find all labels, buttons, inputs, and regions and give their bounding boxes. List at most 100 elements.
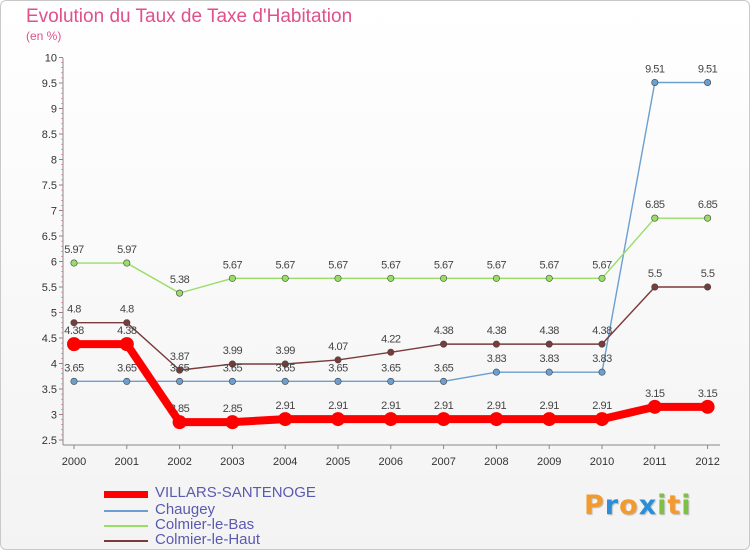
legend-label: Chaugey (155, 501, 216, 518)
data-label: 4.38 (117, 325, 137, 337)
x-tick-label: 2007 (431, 456, 455, 468)
legend-swatch (104, 540, 148, 542)
y-tick-label: 5 (51, 308, 57, 320)
data-label: 4.38 (487, 325, 507, 337)
y-tick-label: 5.5 (42, 282, 57, 294)
data-label: 5.38 (170, 274, 190, 286)
data-point (545, 340, 553, 348)
data-label: 2.91 (275, 400, 295, 412)
y-tick-label: 7.5 (42, 180, 57, 192)
y-tick-label: 2.5 (42, 435, 57, 447)
data-point (176, 289, 184, 297)
data-label: 9.51 (645, 63, 665, 75)
data-label: 4.8 (120, 304, 134, 316)
data-label: 4.38 (434, 325, 454, 337)
data-point (123, 259, 131, 267)
data-point (70, 259, 78, 267)
data-point (545, 274, 553, 282)
y-tick-label: 6.5 (42, 231, 57, 243)
data-point (334, 274, 342, 282)
data-label: 5.67 (539, 259, 559, 271)
data-point (542, 412, 557, 427)
data-point (281, 377, 289, 385)
logo-letter: t (667, 490, 682, 521)
x-tick-label: 2003 (220, 456, 244, 468)
data-label: 2.91 (381, 400, 401, 412)
data-label: 5.67 (592, 259, 612, 271)
data-label: 4.38 (539, 325, 559, 337)
data-point (595, 412, 609, 427)
legend-swatch (104, 491, 148, 498)
data-label: 3.15 (698, 388, 718, 400)
series-points (67, 78, 715, 430)
data-label: 3.83 (539, 353, 559, 365)
data-point (440, 377, 448, 385)
logo-letter: o (619, 490, 639, 521)
data-point (228, 274, 236, 282)
data-point (70, 377, 78, 385)
data-point (70, 319, 78, 327)
data-point (651, 214, 659, 222)
data-label: 3.65 (275, 362, 295, 374)
data-point (278, 412, 293, 427)
y-tick-label: 7 (51, 206, 57, 218)
data-label: 3.65 (170, 362, 190, 374)
data-label: 3.65 (223, 362, 243, 374)
x-tick-label: 2008 (484, 456, 508, 468)
y-tick-label: 9.5 (42, 78, 57, 90)
data-point (383, 412, 398, 427)
x-tick-label: 2001 (115, 456, 139, 468)
data-point (651, 78, 659, 86)
data-label: 6.85 (645, 199, 665, 211)
data-point (225, 415, 240, 430)
data-label: 3.99 (275, 345, 295, 357)
data-label: 3.83 (487, 353, 507, 365)
data-point (436, 412, 451, 427)
logo-letter: P (584, 490, 605, 521)
data-point (545, 368, 553, 376)
data-point (387, 348, 395, 356)
data-point (334, 377, 342, 385)
x-tick-label: 2009 (537, 456, 561, 468)
y-tick-label: 10 (45, 53, 57, 65)
legend-label: Colmier-le-Bas (155, 516, 255, 533)
logo-letter: x (638, 490, 658, 521)
data-label: 5.97 (117, 244, 137, 256)
data-point (176, 366, 184, 374)
data-point (281, 274, 289, 282)
data-label: 2.85 (223, 403, 243, 415)
y-tick-label: 6 (51, 257, 57, 269)
data-point (492, 274, 500, 282)
data-label: 5.67 (381, 259, 401, 271)
axes: 2.5 3 3.5 4 4.5 5 5.5 6 6.5 7 7.5 8 8.5 9 9.5 10 2000 200… (42, 53, 720, 468)
data-label: 3.65 (328, 362, 348, 374)
data-point (119, 337, 134, 352)
y-tick-label: 9 (51, 104, 57, 116)
data-point (598, 340, 606, 348)
data-label: 4.38 (592, 325, 612, 337)
data-label: 3.65 (64, 362, 84, 374)
legend-label: Colmier-le-Haut (155, 531, 261, 548)
x-tick-label: 2005 (326, 456, 350, 468)
data-label: 2.91 (434, 400, 454, 412)
y-tick-label: 3 (51, 410, 57, 422)
x-tick-label: 2012 (695, 456, 719, 468)
data-point (228, 360, 236, 368)
logo-letter: r (604, 490, 620, 521)
proxiti-logo: Proxiti (584, 490, 692, 521)
x-tick-label: 2002 (167, 456, 191, 468)
data-point (598, 274, 606, 282)
data-point (172, 415, 187, 430)
data-label: 2.91 (592, 400, 612, 412)
data-label: 3.65 (434, 362, 454, 374)
data-label: 2.91 (328, 400, 348, 412)
data-point (123, 319, 131, 327)
legend-swatch (104, 510, 148, 512)
data-point (440, 274, 448, 282)
y-tick-label: 8.5 (42, 129, 57, 141)
data-label: 3.99 (223, 345, 243, 357)
data-label: 5.5 (648, 268, 662, 280)
legend-label: VILLARS-SANTENOGE (155, 484, 316, 501)
data-point (176, 377, 184, 385)
